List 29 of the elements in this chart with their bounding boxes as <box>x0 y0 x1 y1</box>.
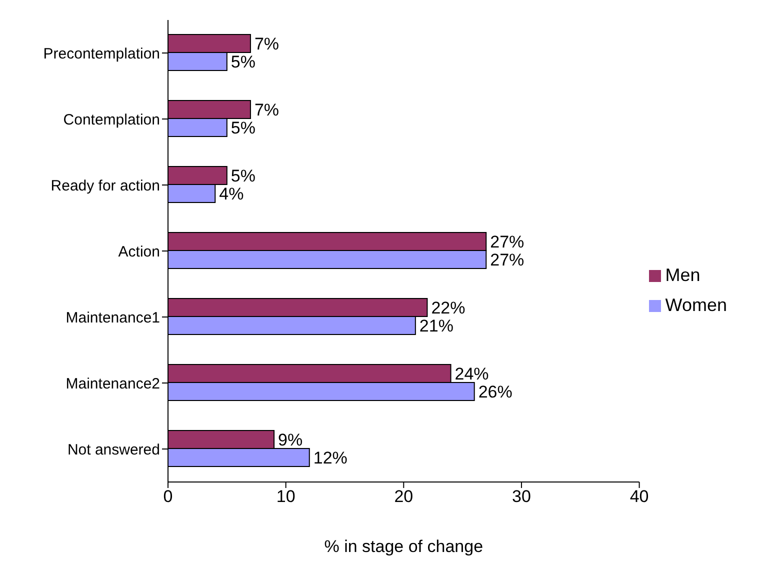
data-label: 12% <box>313 448 348 468</box>
data-label: 27% <box>490 232 524 252</box>
x-tick-label: 30 <box>512 487 531 506</box>
x-axis-title: % in stage of change <box>324 537 484 556</box>
y-tick-label: Contemplation <box>63 111 160 128</box>
y-tick-label: Precontemplation <box>43 45 160 62</box>
legend-label: Women <box>665 295 727 315</box>
data-label: 7% <box>254 34 280 54</box>
y-tick-label: Ready for action <box>50 177 160 194</box>
data-label: 22% <box>431 298 466 318</box>
data-label: 4% <box>219 184 244 204</box>
data-label: 21% <box>419 316 454 336</box>
data-label: 27% <box>490 250 524 270</box>
data-label: 24% <box>454 364 489 384</box>
y-tick-label: Maintenance2 <box>66 375 160 392</box>
data-label: 7% <box>254 100 280 120</box>
x-tick-label: 0 <box>163 487 173 506</box>
data-label: 26% <box>478 382 512 402</box>
data-label: 5% <box>230 118 256 138</box>
data-label: 9% <box>278 430 303 450</box>
x-tick-label: 40 <box>630 487 649 506</box>
x-tick-label: 10 <box>276 487 296 506</box>
x-tick-label: 20 <box>394 487 414 506</box>
y-tick-label: Maintenance1 <box>66 309 160 326</box>
data-label: 5% <box>230 52 256 72</box>
data-label: 5% <box>230 166 256 186</box>
y-tick-label: Action <box>118 243 160 260</box>
y-tick-label: Not answered <box>67 441 160 458</box>
legend-label: Men <box>665 265 700 285</box>
